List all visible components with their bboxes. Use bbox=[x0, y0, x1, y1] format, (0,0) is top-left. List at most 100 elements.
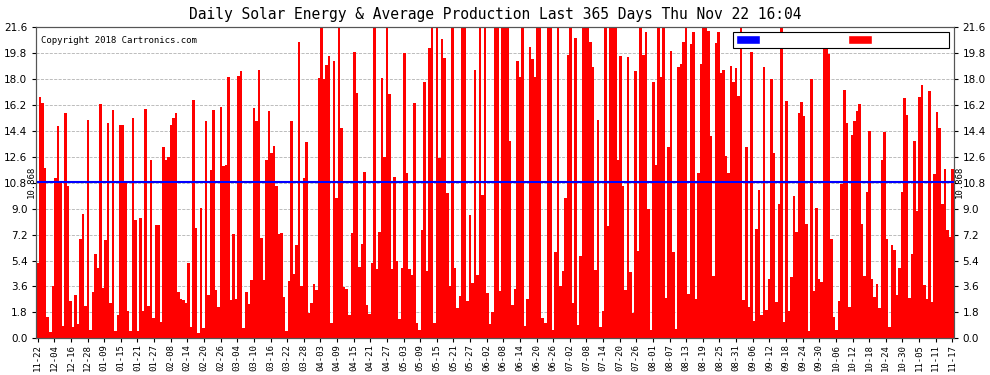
Bar bbox=[117, 315, 120, 338]
Text: Daily Solar Energy & Average Production Last 365 Days Thu Nov 22 16:04: Daily Solar Energy & Average Production … bbox=[189, 8, 801, 22]
Bar bbox=[159, 321, 162, 338]
Bar bbox=[821, 282, 823, 338]
Bar bbox=[896, 296, 898, 338]
Bar bbox=[177, 292, 179, 338]
Bar bbox=[476, 275, 479, 338]
Bar bbox=[845, 123, 848, 338]
Bar bbox=[298, 42, 300, 338]
Bar bbox=[69, 300, 71, 338]
Bar bbox=[916, 211, 919, 338]
Bar bbox=[798, 113, 800, 338]
Bar bbox=[554, 252, 556, 338]
Bar bbox=[370, 263, 373, 338]
Bar bbox=[363, 172, 365, 338]
Bar bbox=[604, 27, 607, 338]
Bar bbox=[524, 326, 527, 338]
Bar bbox=[401, 268, 403, 338]
Bar bbox=[233, 234, 235, 338]
Bar bbox=[772, 153, 775, 338]
Bar bbox=[762, 66, 765, 338]
Bar bbox=[391, 269, 393, 338]
Bar bbox=[785, 101, 788, 338]
Bar bbox=[692, 32, 695, 338]
Bar bbox=[331, 323, 333, 338]
Bar bbox=[205, 121, 207, 338]
Bar bbox=[381, 78, 383, 338]
Bar bbox=[456, 308, 458, 338]
Bar bbox=[120, 125, 122, 338]
Bar bbox=[107, 123, 109, 338]
Bar bbox=[644, 32, 647, 338]
Bar bbox=[519, 76, 522, 338]
Bar bbox=[853, 121, 855, 338]
Bar bbox=[602, 311, 604, 338]
Bar bbox=[647, 209, 649, 338]
Bar bbox=[718, 33, 720, 338]
Bar bbox=[360, 244, 363, 338]
Bar bbox=[770, 79, 772, 338]
Bar bbox=[537, 27, 539, 338]
Bar bbox=[375, 269, 378, 338]
Bar bbox=[622, 186, 625, 338]
Bar bbox=[94, 254, 97, 338]
Bar bbox=[931, 302, 934, 338]
Bar bbox=[71, 327, 74, 338]
Bar bbox=[416, 323, 419, 338]
Bar bbox=[504, 27, 506, 338]
Bar bbox=[546, 27, 549, 338]
Bar bbox=[461, 27, 463, 338]
Bar bbox=[893, 250, 896, 338]
Bar bbox=[803, 116, 805, 338]
Bar bbox=[280, 233, 283, 338]
Bar bbox=[599, 327, 602, 338]
Bar bbox=[838, 301, 841, 338]
Bar bbox=[865, 192, 868, 338]
Bar bbox=[926, 298, 929, 338]
Bar bbox=[612, 27, 615, 338]
Bar bbox=[272, 146, 275, 338]
Bar bbox=[434, 323, 436, 338]
Bar bbox=[61, 326, 64, 338]
Bar bbox=[522, 27, 524, 338]
Bar bbox=[149, 160, 152, 338]
Bar bbox=[44, 168, 47, 338]
Bar bbox=[468, 215, 471, 338]
Bar bbox=[64, 113, 66, 338]
Bar bbox=[876, 284, 878, 338]
Bar bbox=[250, 280, 252, 338]
Bar bbox=[303, 178, 305, 338]
Bar bbox=[74, 295, 76, 338]
Bar bbox=[238, 76, 240, 338]
Bar bbox=[228, 77, 230, 338]
Bar bbox=[811, 79, 813, 338]
Bar bbox=[576, 326, 579, 338]
Bar bbox=[767, 279, 770, 338]
Bar bbox=[479, 27, 481, 338]
Bar bbox=[630, 272, 632, 338]
Bar bbox=[517, 61, 519, 338]
Bar bbox=[426, 271, 429, 338]
Bar bbox=[868, 131, 870, 338]
Bar bbox=[609, 28, 612, 338]
Bar bbox=[336, 198, 338, 338]
Bar bbox=[556, 27, 559, 338]
Bar bbox=[164, 160, 167, 338]
Bar bbox=[901, 192, 903, 338]
Bar bbox=[514, 289, 517, 338]
Bar bbox=[831, 239, 833, 338]
Bar bbox=[358, 267, 360, 338]
Bar bbox=[424, 82, 426, 338]
Bar bbox=[270, 153, 272, 338]
Bar bbox=[225, 165, 228, 338]
Bar bbox=[87, 120, 89, 338]
Bar bbox=[169, 125, 172, 338]
Bar bbox=[943, 169, 946, 338]
Bar bbox=[843, 90, 845, 338]
Bar bbox=[89, 330, 92, 338]
Bar bbox=[305, 142, 308, 338]
Bar bbox=[564, 198, 566, 338]
Bar bbox=[125, 181, 127, 338]
Bar bbox=[826, 48, 828, 338]
Bar bbox=[157, 225, 159, 338]
Bar bbox=[466, 301, 468, 338]
